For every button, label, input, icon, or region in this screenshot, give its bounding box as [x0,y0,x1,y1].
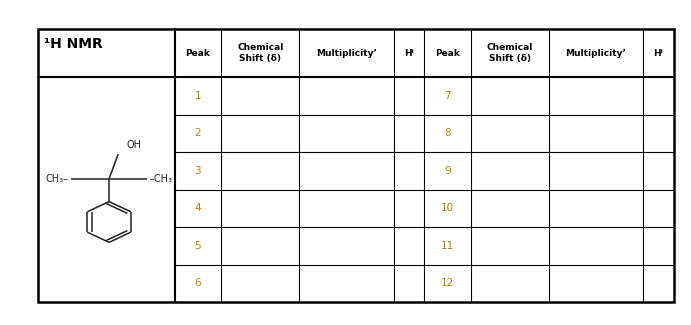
Bar [38,29,674,302]
Text: Chemical
Shift (δ): Chemical Shift (δ) [486,44,533,63]
Text: Hⁱ: Hⁱ [404,49,414,58]
Text: Peak: Peak [435,49,460,58]
Text: –CH₃: –CH₃ [150,174,173,184]
Text: OH: OH [126,140,142,150]
Text: 8: 8 [444,128,451,138]
Text: CH₃–: CH₃– [46,174,68,184]
Text: Multiplicity’: Multiplicity’ [316,49,377,58]
Text: 9: 9 [444,166,451,176]
Text: 11: 11 [441,241,454,251]
Text: 10: 10 [441,203,454,214]
Text: Multiplicity’: Multiplicity’ [565,49,627,58]
Text: 2: 2 [195,128,201,138]
Text: Hⁱ: Hⁱ [654,49,663,58]
Text: 5: 5 [195,241,201,251]
Text: 6: 6 [195,279,201,289]
Text: 12: 12 [441,279,454,289]
Text: Chemical
Shift (δ): Chemical Shift (δ) [237,44,283,63]
Text: 7: 7 [444,91,451,101]
Text: 1: 1 [195,91,201,101]
Text: ¹H NMR: ¹H NMR [44,37,102,51]
Text: Peak: Peak [185,49,210,58]
Text: 3: 3 [195,166,201,176]
Text: 4: 4 [195,203,201,214]
